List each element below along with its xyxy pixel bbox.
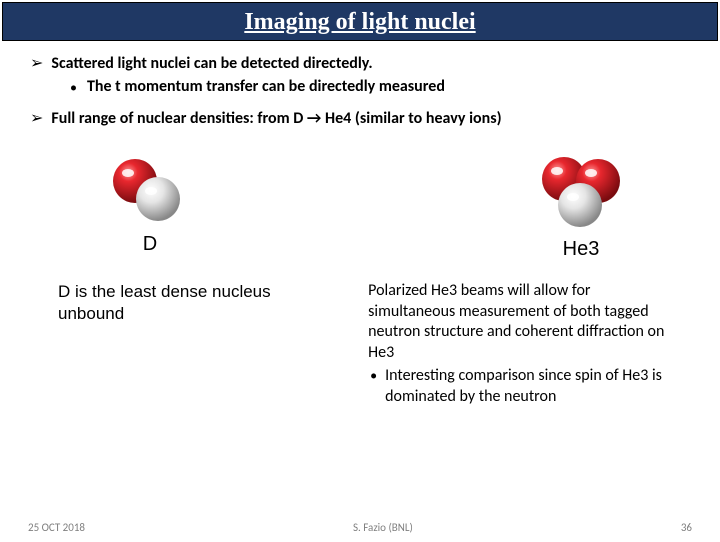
bullet-1: ➢ Scattered light nuclei can be detected… [30,53,696,75]
description-left: D is the least dense nucleus unbound [58,281,308,408]
slide-title: Imaging of light nuclei [244,9,475,35]
bullet-2-prefix: Full range of nuclear densities: from D [51,109,307,128]
nucleus-he3-icon [526,151,636,236]
nucleus-d-block: D [100,151,200,261]
footer-date: 25 OCT 2018 [28,521,85,534]
dot-icon: • [70,77,77,98]
description-right-bullet-text: Interesting comparison since spin of He3… [385,366,676,408]
footer: 25 OCT 2018 S. Fazio (BNL) 36 [0,521,720,534]
footer-page-number: 36 [681,521,692,534]
content-area: ➢ Scattered light nuclei can be detected… [0,43,720,408]
bullet-2-text: Full range of nuclear densities: from D … [51,108,501,130]
title-bar: Imaging of light nuclei [2,2,718,41]
nucleus-he3-block: He3 [526,151,636,261]
bullet-2: ➢ Full range of nuclear densities: from … [30,108,696,130]
nucleus-he3-label: He3 [563,238,600,261]
right-arrow-icon: → [307,109,321,128]
bullet-1-sub-text: The t momentum transfer can be directedl… [87,77,445,96]
nucleus-d-label: D [143,233,157,256]
descriptions-row: D is the least dense nucleus unbound Pol… [30,265,696,408]
arrow-icon: ➢ [30,108,43,130]
description-right: Polarized He3 beams will allow for simul… [368,281,676,408]
dot-icon: • [370,366,377,408]
description-right-main: Polarized He3 beams will allow for simul… [368,281,676,364]
bullet-1-sub: • The t momentum transfer can be directe… [70,77,696,98]
footer-author: S. Fazio (BNL) [353,521,413,534]
nucleus-d-icon [100,151,200,231]
bullet-2-suffix: He4 (similar to heavy ions) [321,109,501,128]
bullet-1-text: Scattered light nuclei can be detected d… [51,53,372,75]
description-right-bullet: • Interesting comparison since spin of H… [368,366,676,408]
nuclei-diagrams: D [30,133,696,265]
arrow-icon: ➢ [30,53,43,75]
